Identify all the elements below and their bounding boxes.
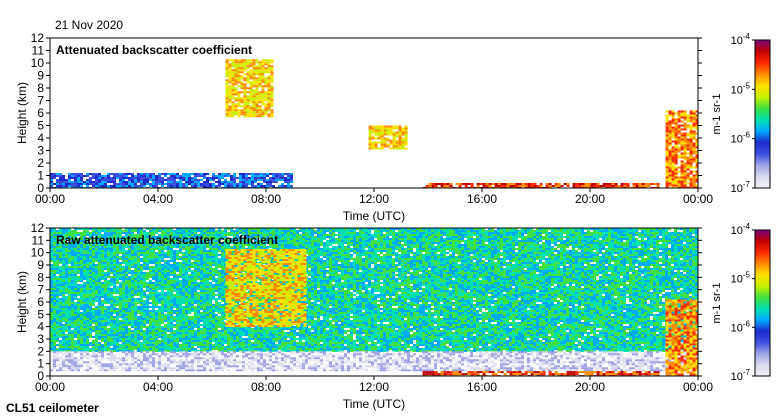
colorbar-tick-label: 10-7 xyxy=(731,180,751,195)
y-tick-label: 7 xyxy=(37,94,44,108)
colorbar-tick-label: 10-6 xyxy=(731,319,751,334)
y-tick-label: 5 xyxy=(37,119,44,133)
y-tick-label: 8 xyxy=(37,270,44,284)
x-tick-label: 00:00 xyxy=(683,192,713,206)
y-tick-label: 10 xyxy=(31,246,45,260)
y-tick-label: 6 xyxy=(37,106,44,120)
x-tick-label: 12:00 xyxy=(359,380,389,394)
feature-mid-level-cloud xyxy=(368,125,408,150)
feature-descending-cloud-band xyxy=(225,249,307,327)
x-tick-label: 20:00 xyxy=(575,380,605,394)
y-tick-label: 10 xyxy=(31,56,45,70)
colorbar-tick-label: 10-5 xyxy=(731,271,751,286)
x-tick-label: 00:00 xyxy=(35,192,65,206)
colorbar-tick-label: 10-4 xyxy=(731,32,751,47)
x-tick-label: 00:00 xyxy=(683,380,713,394)
x-tick-label: 00:00 xyxy=(35,380,65,394)
y-tick-label: 3 xyxy=(37,144,44,158)
y-tick-label: 0 xyxy=(37,181,44,195)
y-tick-label: 12 xyxy=(31,221,45,235)
feature-boundary-layer-aerosol xyxy=(50,173,293,188)
y-tick-label: 2 xyxy=(37,344,44,358)
panel-2: Raw attenuated backscatter coefficient01… xyxy=(15,221,771,411)
heatmap-area xyxy=(50,38,698,188)
x-tick-label: 12:00 xyxy=(359,192,389,206)
panel-1: Attenuated backscatter coefficient012345… xyxy=(15,31,771,223)
y-tick-label: 5 xyxy=(37,307,44,321)
y-tick-label: 8 xyxy=(37,81,44,95)
y-tick-label: 9 xyxy=(37,69,44,83)
date-label: 21 Nov 2020 xyxy=(55,18,124,32)
x-tick-label: 08:00 xyxy=(251,380,281,394)
y-tick-label: 4 xyxy=(37,131,44,145)
colorbar-tick-label: 10-4 xyxy=(731,222,751,237)
y-tick-label: 4 xyxy=(37,320,44,334)
instrument-label: CL51 ceilometer xyxy=(6,401,99,415)
colorbar-tick-label: 10-7 xyxy=(731,368,751,383)
x-tick-label: 20:00 xyxy=(575,192,605,206)
colorbar xyxy=(754,39,771,189)
y-tick-label: 11 xyxy=(32,233,45,247)
x-tick-label: 08:00 xyxy=(251,192,281,206)
x-axis-label: Time (UTC) xyxy=(343,397,405,411)
x-tick-label: 16:00 xyxy=(467,380,497,394)
heatmap-area xyxy=(50,228,698,376)
y-tick-label: 7 xyxy=(37,283,44,297)
y-tick-label: 0 xyxy=(37,369,44,383)
feature-low-noise-band xyxy=(50,351,698,372)
feature-late-rising-cloud xyxy=(665,299,698,376)
panel-title: Raw attenuated backscatter coefficient xyxy=(56,233,278,247)
y-tick-label: 3 xyxy=(37,332,44,346)
x-axis-label: Time (UTC) xyxy=(343,209,405,223)
colorbar xyxy=(754,229,771,377)
y-tick-label: 12 xyxy=(31,31,45,45)
colorbar-tick-label: 10-5 xyxy=(731,81,751,96)
y-tick-label: 1 xyxy=(37,169,44,183)
feature-background-noise xyxy=(50,228,698,352)
colorbar-unit-label: m-1 sr-1 xyxy=(711,94,723,135)
feature-descending-cloud-band xyxy=(225,59,274,118)
panel-title: Attenuated backscatter coefficient xyxy=(56,43,252,57)
x-tick-label: 04:00 xyxy=(143,380,173,394)
y-tick-label: 2 xyxy=(37,156,44,170)
x-tick-label: 16:00 xyxy=(467,192,497,206)
feature-late-rising-cloud xyxy=(665,110,698,188)
feature-low-cloud-fog xyxy=(422,371,660,376)
y-axis-label: Height (km) xyxy=(15,271,29,333)
y-tick-label: 11 xyxy=(32,44,45,58)
colorbar-tick-label: 10-6 xyxy=(731,131,751,146)
y-tick-label: 6 xyxy=(37,295,44,309)
y-tick-label: 9 xyxy=(37,258,44,272)
colorbar-unit-label: m-1 sr-1 xyxy=(711,283,723,324)
x-tick-label: 04:00 xyxy=(143,192,173,206)
y-tick-label: 1 xyxy=(37,357,44,371)
y-axis-label: Height (km) xyxy=(15,82,29,144)
